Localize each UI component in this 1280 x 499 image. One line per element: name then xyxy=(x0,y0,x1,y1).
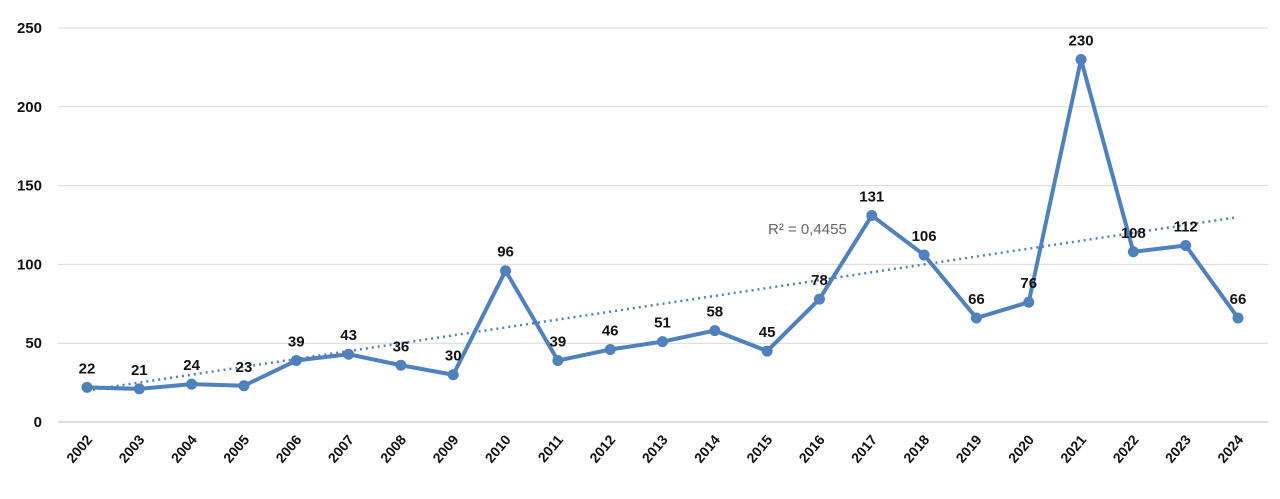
data-point xyxy=(290,355,302,367)
data-point xyxy=(500,265,512,277)
data-label: 76 xyxy=(1020,275,1037,292)
data-label: 43 xyxy=(340,327,357,344)
data-label: 36 xyxy=(393,338,410,355)
y-tick-label: 200 xyxy=(17,99,42,116)
data-label: 24 xyxy=(183,357,200,374)
data-point xyxy=(1023,296,1035,308)
x-tick-label: 2022 xyxy=(1109,431,1141,465)
x-tick-label: 2011 xyxy=(534,431,566,465)
data-label: 39 xyxy=(550,334,567,351)
x-tick-label: 2004 xyxy=(168,431,200,465)
data-label: 21 xyxy=(131,362,148,379)
data-label: 131 xyxy=(859,189,884,206)
x-tick-label: 2023 xyxy=(1162,431,1194,465)
data-point xyxy=(813,293,825,305)
y-tick-label: 0 xyxy=(34,414,42,431)
data-point xyxy=(657,336,668,348)
x-tick-label: 2008 xyxy=(377,431,409,465)
x-tick-label: 2020 xyxy=(1005,431,1037,465)
data-label: 108 xyxy=(1121,225,1146,242)
r2-label: R² = 0,4455 xyxy=(768,221,847,238)
x-tick-label: 2006 xyxy=(272,431,304,465)
x-tick-label: 2005 xyxy=(220,431,252,465)
data-label: 112 xyxy=(1174,218,1198,235)
data-point xyxy=(552,355,564,367)
y-tick-label: 50 xyxy=(25,335,42,352)
data-point xyxy=(1180,239,1192,251)
x-tick-label: 2024 xyxy=(1214,431,1246,465)
y-tick-label: 100 xyxy=(17,256,42,273)
x-tick-label: 2016 xyxy=(795,431,827,465)
data-point xyxy=(709,325,721,337)
data-point xyxy=(186,378,198,390)
x-tick-label: 2002 xyxy=(63,431,95,465)
x-tick-label: 2015 xyxy=(743,431,775,465)
x-tick-label: 2003 xyxy=(115,431,147,465)
trendline xyxy=(86,215,1239,392)
data-label: 51 xyxy=(654,315,671,332)
data-point xyxy=(761,345,773,357)
data-label: 22 xyxy=(79,360,96,377)
x-tick-label: 2014 xyxy=(691,431,723,465)
data-point xyxy=(81,381,93,393)
x-tick-label: 2017 xyxy=(848,431,880,465)
data-point xyxy=(1075,54,1087,66)
x-tick-label: 2013 xyxy=(639,431,671,465)
data-label: 46 xyxy=(602,323,619,340)
y-tick-label: 250 xyxy=(17,20,42,37)
y-tick-label: 150 xyxy=(17,178,42,195)
data-label: 66 xyxy=(1230,291,1247,308)
data-label: 39 xyxy=(288,334,305,351)
data-point xyxy=(1127,246,1139,258)
data-label: 96 xyxy=(497,244,514,261)
data-point xyxy=(866,210,878,222)
x-tick-label: 2012 xyxy=(586,431,618,465)
data-point xyxy=(970,312,982,324)
x-tick-label: 2019 xyxy=(952,431,984,465)
x-tick-label: 2009 xyxy=(429,431,461,465)
data-label: 106 xyxy=(912,228,937,245)
data-point xyxy=(1232,312,1244,324)
data-point xyxy=(343,348,355,360)
data-point xyxy=(604,344,616,356)
data-label: 66 xyxy=(968,291,985,308)
x-tick-label: 2010 xyxy=(482,431,514,465)
data-point xyxy=(238,380,250,392)
data-label: 30 xyxy=(445,348,462,365)
x-tick-label: 2007 xyxy=(325,431,357,465)
data-point xyxy=(133,383,145,395)
x-tick-label: 2021 xyxy=(1057,431,1089,465)
data-label: 45 xyxy=(759,324,776,341)
data-label: 58 xyxy=(706,304,723,321)
data-label: 78 xyxy=(811,272,828,289)
data-label: 230 xyxy=(1069,33,1094,50)
x-tick-label: 2018 xyxy=(900,431,932,465)
data-point xyxy=(447,369,459,381)
data-point xyxy=(918,249,930,261)
data-label: 23 xyxy=(236,359,253,376)
data-point xyxy=(395,359,407,371)
